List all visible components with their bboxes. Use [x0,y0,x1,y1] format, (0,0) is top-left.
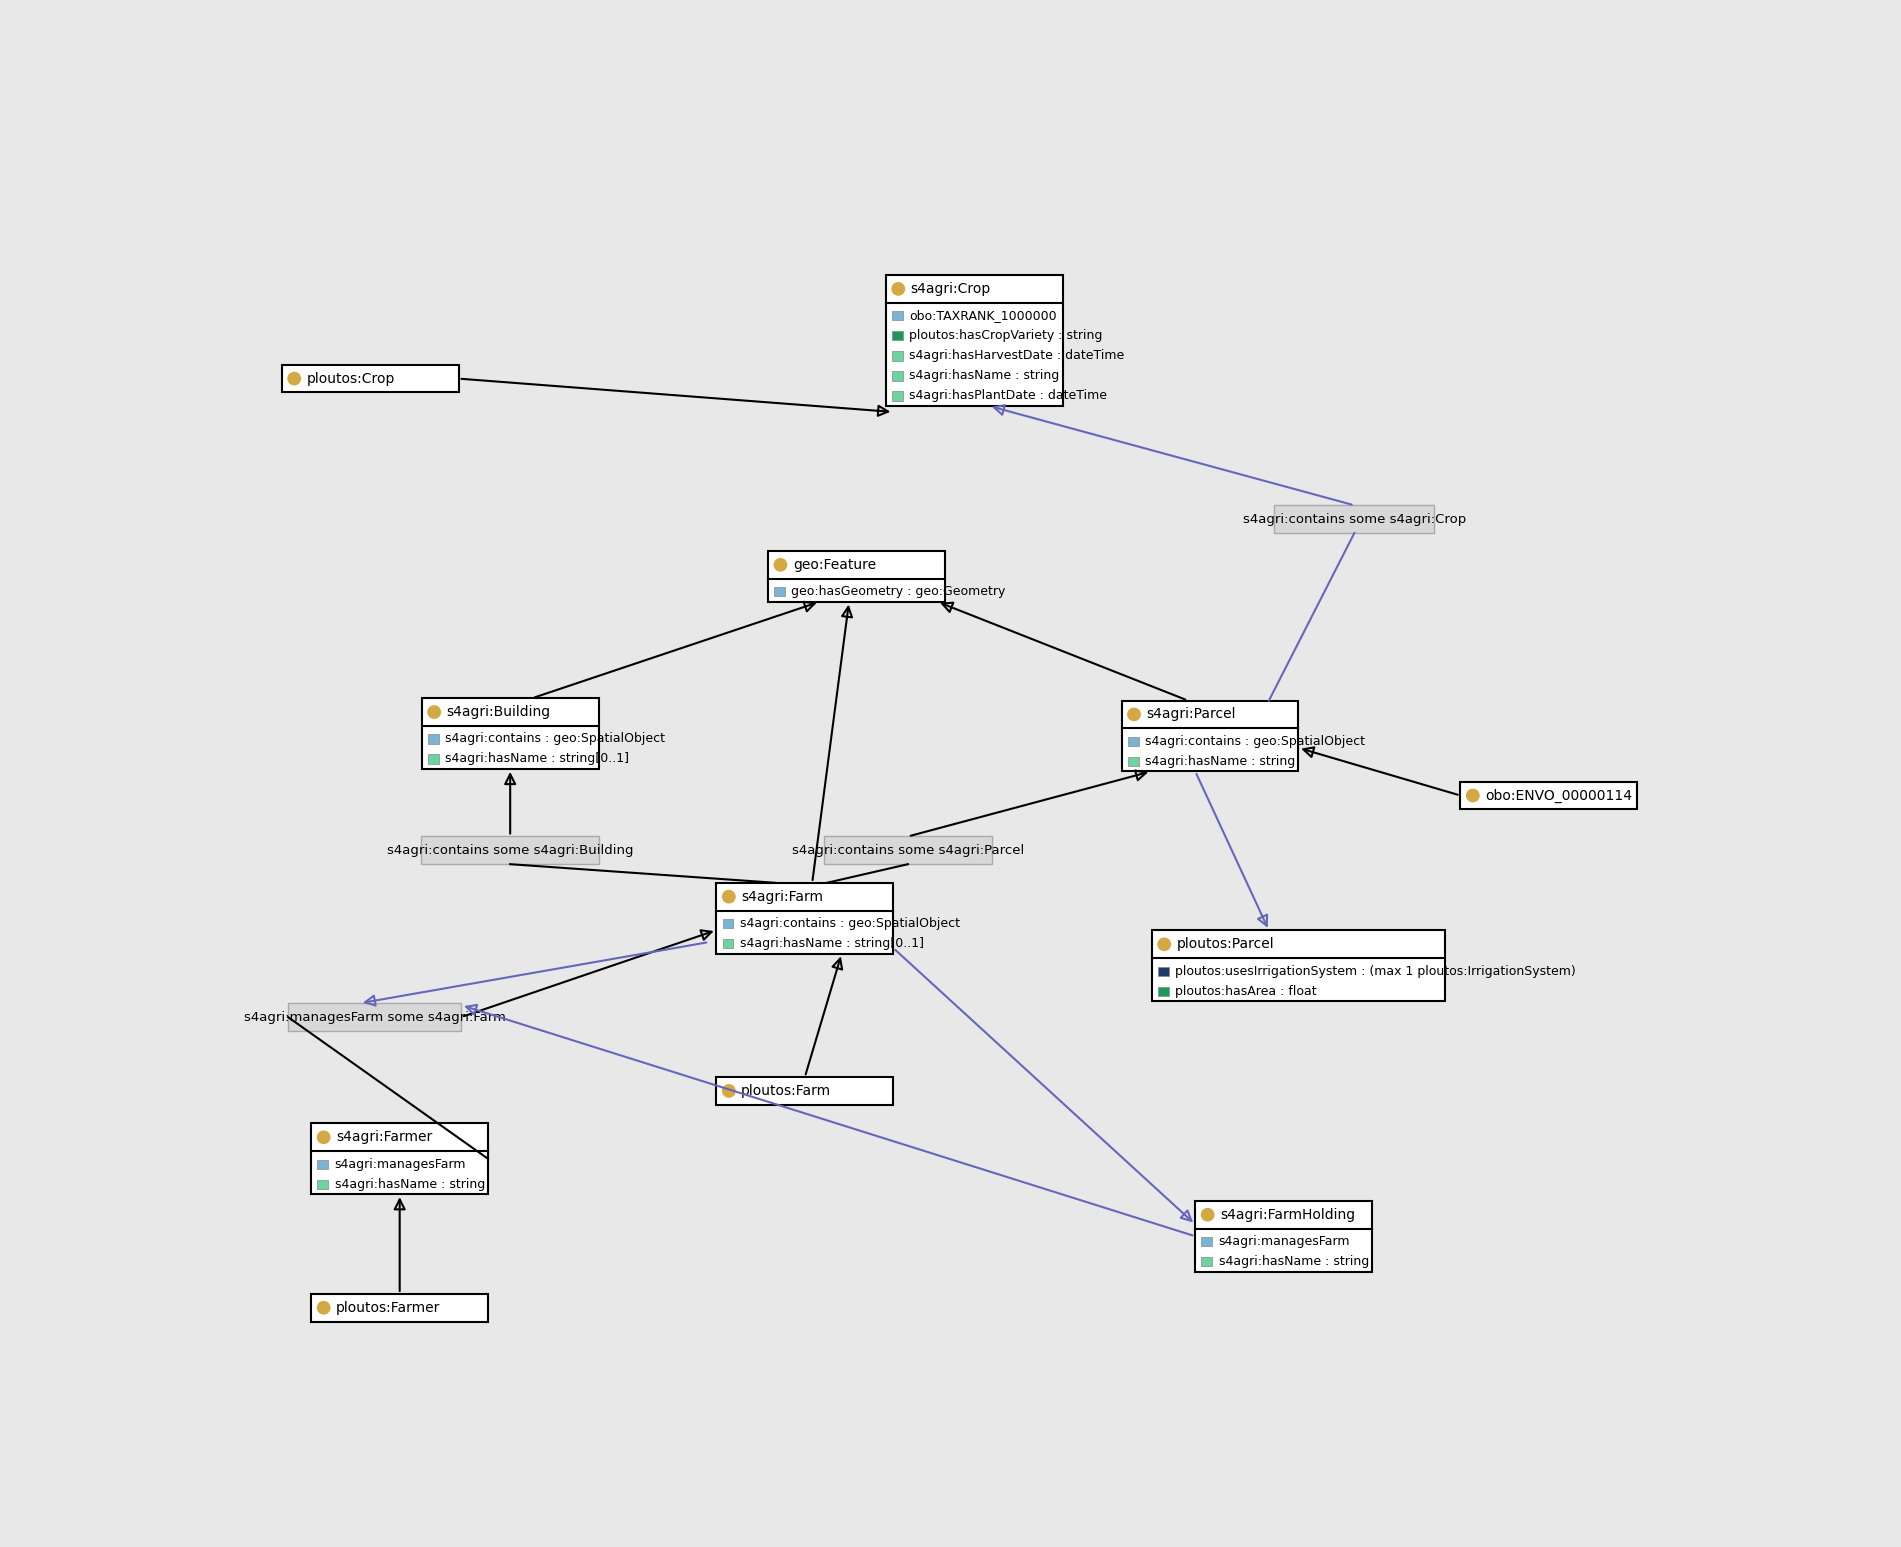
Bar [1158,967,1169,976]
Bar [1274,506,1435,534]
Text: obo:TAXRANK_1000000: obo:TAXRANK_1000000 [909,309,1057,322]
Bar [1196,1200,1373,1272]
Bar [312,1123,489,1194]
Ellipse shape [1158,937,1171,950]
Bar [717,1077,893,1105]
Text: ploutos:Crop: ploutos:Crop [306,371,395,385]
Text: geo:hasGeometry : geo:Geometry: geo:hasGeometry : geo:Geometry [791,585,1006,599]
Bar [422,698,599,769]
Text: s4agri:Crop: s4agri:Crop [911,282,990,295]
Text: ploutos:Farmer: ploutos:Farmer [336,1301,441,1315]
Text: ploutos:hasCropVariety : string: ploutos:hasCropVariety : string [909,330,1103,342]
Text: s4agri:hasHarvestDate : dateTime: s4agri:hasHarvestDate : dateTime [909,350,1123,362]
Text: ploutos:Farm: ploutos:Farm [741,1084,831,1098]
Text: s4agri:hasPlantDate : dateTime: s4agri:hasPlantDate : dateTime [909,390,1106,402]
Bar [1158,987,1169,996]
Text: geo:Feature: geo:Feature [793,558,876,572]
Text: ploutos:Parcel: ploutos:Parcel [1177,937,1274,951]
Bar [428,735,439,744]
Bar [317,1180,329,1190]
Ellipse shape [722,891,736,903]
Bar [1460,781,1637,809]
Ellipse shape [1468,789,1479,801]
Bar [312,1293,489,1321]
Bar [1127,736,1139,746]
Text: s4agri:Farmer: s4agri:Farmer [336,1131,432,1145]
Ellipse shape [428,705,441,718]
Text: s4agri:managesFarm: s4agri:managesFarm [1219,1235,1350,1248]
Ellipse shape [289,373,300,385]
Text: s4agri:Parcel: s4agri:Parcel [1146,707,1236,721]
Text: s4agri:Farm: s4agri:Farm [741,890,823,903]
Text: s4agri:Building: s4agri:Building [447,705,551,719]
Text: s4agri:contains : geo:SpatialObject: s4agri:contains : geo:SpatialObject [1144,735,1365,747]
Bar [722,939,734,948]
Text: s4agri:contains : geo:SpatialObject: s4agri:contains : geo:SpatialObject [739,917,960,930]
Text: ploutos:usesIrrigationSystem : (max 1 ploutos:IrrigationSystem): ploutos:usesIrrigationSystem : (max 1 pl… [1175,965,1576,978]
Text: s4agri:contains : geo:SpatialObject: s4agri:contains : geo:SpatialObject [445,732,665,746]
Text: s4agri:contains some s4agri:Parcel: s4agri:contains some s4agri:Parcel [793,843,1025,857]
Bar [886,275,1063,405]
Bar [289,1004,462,1030]
Ellipse shape [317,1301,331,1313]
Bar [1152,930,1445,1001]
Text: s4agri:managesFarm: s4agri:managesFarm [335,1157,466,1171]
Bar [892,331,903,340]
Bar [823,837,992,865]
Bar [892,311,903,320]
Text: ploutos:hasArea : float: ploutos:hasArea : float [1175,985,1317,998]
Bar [892,371,903,381]
Ellipse shape [317,1131,331,1143]
Bar [281,365,458,393]
Bar [1127,756,1139,766]
Text: s4agri:hasName : string: s4agri:hasName : string [909,370,1059,382]
Bar [428,755,439,764]
Text: obo:ENVO_00000114: obo:ENVO_00000114 [1485,789,1633,803]
Bar [1122,701,1298,772]
Ellipse shape [722,1084,736,1097]
Bar [717,883,893,953]
Ellipse shape [1201,1208,1215,1221]
Bar [317,1160,329,1170]
Bar [892,351,903,360]
Ellipse shape [892,283,905,295]
Text: s4agri:contains some s4agri:Building: s4agri:contains some s4agri:Building [388,843,633,857]
Bar [774,588,785,597]
Text: s4agri:hasName : string[0..1]: s4agri:hasName : string[0..1] [739,937,924,950]
Text: s4agri:hasName : string: s4agri:hasName : string [335,1177,485,1191]
Bar [1201,1238,1213,1247]
Bar [1201,1258,1213,1267]
Bar [768,551,945,602]
Ellipse shape [774,558,787,571]
Text: s4agri:contains some s4agri:Crop: s4agri:contains some s4agri:Crop [1243,512,1466,526]
Text: s4agri:hasName : string: s4agri:hasName : string [1144,755,1295,767]
Ellipse shape [1127,709,1141,721]
Text: s4agri:hasName : string: s4agri:hasName : string [1219,1255,1369,1269]
Text: s4agri:FarmHolding: s4agri:FarmHolding [1220,1208,1355,1222]
Bar [422,837,599,865]
Text: s4agri:hasName : string[0..1]: s4agri:hasName : string[0..1] [445,752,629,766]
Bar [722,919,734,928]
Bar [892,391,903,401]
Text: s4agri:managesFarm some s4agri:Farm: s4agri:managesFarm some s4agri:Farm [243,1010,506,1024]
